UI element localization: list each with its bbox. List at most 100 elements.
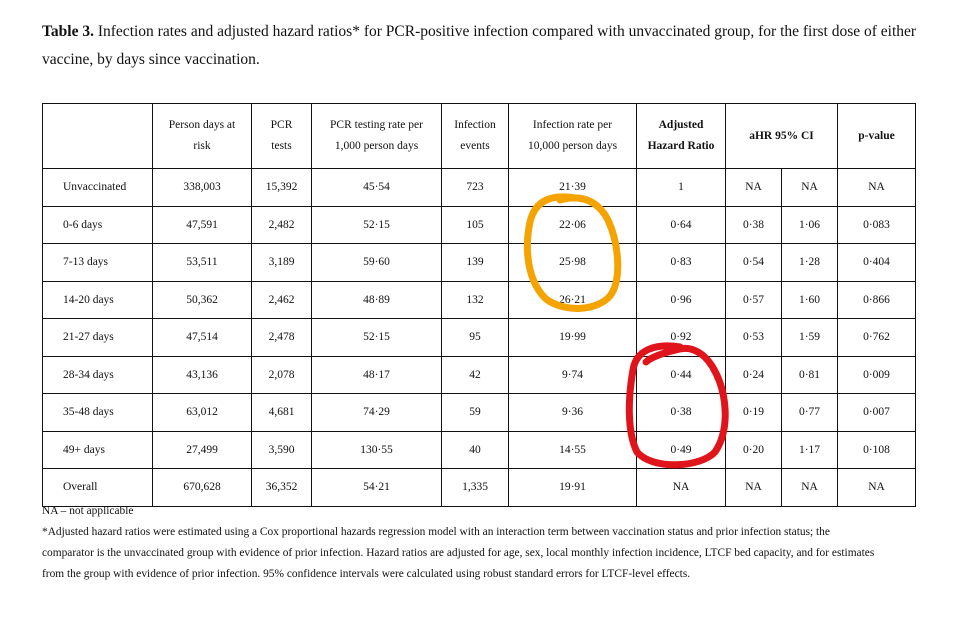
cell-group: 0-6 days: [42, 205, 153, 244]
cell-pcr-rate: 54·21: [311, 468, 442, 507]
cell-infection-rate: 14·55: [508, 430, 637, 469]
cell-adjusted-hazard-ratio: 0·64: [636, 205, 726, 244]
cell-adjusted-hazard-ratio: 1: [636, 168, 726, 207]
cell-adjusted-hazard-ratio: NA: [636, 468, 726, 507]
cell-infection-events: 132: [441, 280, 509, 319]
cell-person-days: 53,511: [152, 243, 252, 282]
cell-ci-low: 0·54: [725, 243, 782, 282]
cell-adjusted-hazard-ratio: 0·96: [636, 280, 726, 319]
cell-adjusted-hazard-ratio: 0·44: [636, 355, 726, 394]
cell-infection-events: 95: [441, 318, 509, 357]
header-pcr-rate: PCR testing rate per 1,000 person days: [311, 103, 442, 169]
table-row: 28-34 days 43,136 2,078 48·17 42 9·74 0·44 0·24…: [42, 355, 916, 394]
table-row: 0-6 days 47,591 2,482 52·15 105 22·06 0·64 0·38…: [42, 205, 916, 244]
cell-pcr-tests: 2,462: [251, 280, 312, 319]
cell-ci-low: 0·20: [725, 430, 782, 469]
cell-adjusted-hazard-ratio: 0·49: [636, 430, 726, 469]
cell-person-days: 27,499: [152, 430, 252, 469]
header-row: Person days at risk PCR tests PCR testing …: [42, 103, 916, 169]
footnote-line-3: from the group with evidence of prior in…: [42, 568, 691, 580]
cell-ci-high: NA: [781, 468, 838, 507]
footnote-na: NA – not applicable: [42, 505, 134, 517]
cell-pcr-rate: 59·60: [311, 243, 442, 282]
cell-pcr-tests: 2,482: [251, 205, 312, 244]
cell-infection-rate: 22·06: [508, 205, 637, 244]
cell-infection-rate: 9·74: [508, 355, 637, 394]
header-pcr-tests: PCR tests: [251, 103, 312, 169]
cell-ci-high: 1·17: [781, 430, 838, 469]
cell-p-value: 0·866: [837, 280, 916, 319]
cell-infection-events: 105: [441, 205, 509, 244]
cell-ci-high: 1·60: [781, 280, 838, 319]
cell-person-days: 63,012: [152, 393, 252, 432]
cell-group: Overall: [42, 468, 153, 507]
caption-label: Table 3.: [42, 23, 94, 40]
cell-infection-rate: 19·99: [508, 318, 637, 357]
cell-ci-high: 0·77: [781, 393, 838, 432]
cell-group: 14-20 days: [42, 280, 153, 319]
cell-p-value: NA: [837, 168, 916, 207]
cell-ci-low: NA: [725, 168, 782, 207]
header-group: [42, 103, 153, 169]
cell-pcr-tests: 3,590: [251, 430, 312, 469]
cell-ci-high: 1·06: [781, 205, 838, 244]
cell-adjusted-hazard-ratio: 0·38: [636, 393, 726, 432]
cell-infection-events: 139: [441, 243, 509, 282]
cell-pcr-rate: 45·54: [311, 168, 442, 207]
cell-p-value: NA: [837, 468, 916, 507]
cell-p-value: 0·009: [837, 355, 916, 394]
footnotes: NA – not applicable *Adjusted hazard rat…: [42, 501, 942, 585]
cell-person-days: 50,362: [152, 280, 252, 319]
cell-group: 35-48 days: [42, 393, 153, 432]
table-row: 35-48 days 63,012 4,681 74·29 59 9·36 0·38 0·19…: [42, 393, 916, 432]
cell-group: 49+ days: [42, 430, 153, 469]
cell-infection-rate: 9·36: [508, 393, 637, 432]
cell-ci-low: NA: [725, 468, 782, 507]
footnote-line-1: *Adjusted hazard ratios were estimated u…: [42, 526, 830, 538]
cell-infection-rate: 25·98: [508, 243, 637, 282]
table-row: Overall 670,628 36,352 54·21 1,335 19·91 NA NA N…: [42, 468, 916, 507]
cell-person-days: 338,003: [152, 168, 252, 207]
cell-ci-low: 0·19: [725, 393, 782, 432]
cell-group: 7-13 days: [42, 243, 153, 282]
cell-person-days: 47,514: [152, 318, 252, 357]
cell-pcr-tests: 2,078: [251, 355, 312, 394]
footnote-line-2: comparator is the unvaccinated group wit…: [42, 547, 875, 559]
table-row: Unvaccinated 338,003 15,392 45·54 723 21·39 1 N…: [42, 168, 916, 207]
results-table: Person days at risk PCR tests PCR testing …: [42, 103, 916, 507]
header-infection-events: Infection events: [441, 103, 509, 169]
cell-infection-events: 59: [441, 393, 509, 432]
table-caption: Table 3. Infection rates and adjusted ha…: [42, 18, 922, 74]
cell-person-days: 670,628: [152, 468, 252, 507]
cell-pcr-rate: 130·55: [311, 430, 442, 469]
cell-ci-low: 0·53: [725, 318, 782, 357]
header-p-value: p-value: [837, 103, 916, 169]
header-ci: aHR 95% CI: [725, 103, 838, 169]
header-person-days: Person days at risk: [152, 103, 252, 169]
cell-ci-high: 0·81: [781, 355, 838, 394]
header-infection-rate: Infection rate per 10,000 person days: [508, 103, 637, 169]
cell-pcr-tests: 15,392: [251, 168, 312, 207]
cell-ci-high: 1·59: [781, 318, 838, 357]
cell-pcr-rate: 48·89: [311, 280, 442, 319]
cell-p-value: 0·083: [837, 205, 916, 244]
cell-ci-high: NA: [781, 168, 838, 207]
table-row: 49+ days 27,499 3,590 130·55 40 14·55 0·49 0·20…: [42, 430, 916, 469]
cell-ci-low: 0·57: [725, 280, 782, 319]
cell-ci-high: 1·28: [781, 243, 838, 282]
cell-infection-events: 723: [441, 168, 509, 207]
cell-group: 21-27 days: [42, 318, 153, 357]
cell-group: Unvaccinated: [42, 168, 153, 207]
cell-infection-rate: 21·39: [508, 168, 637, 207]
cell-infection-events: 42: [441, 355, 509, 394]
cell-pcr-tests: 3,189: [251, 243, 312, 282]
cell-pcr-rate: 52·15: [311, 205, 442, 244]
cell-pcr-rate: 74·29: [311, 393, 442, 432]
cell-person-days: 43,136: [152, 355, 252, 394]
header-adjusted-hazard-ratio: Adjusted Hazard Ratio: [636, 103, 726, 169]
cell-ci-low: 0·38: [725, 205, 782, 244]
cell-p-value: 0·108: [837, 430, 916, 469]
cell-person-days: 47,591: [152, 205, 252, 244]
cell-infection-rate: 26·21: [508, 280, 637, 319]
cell-pcr-tests: 2,478: [251, 318, 312, 357]
